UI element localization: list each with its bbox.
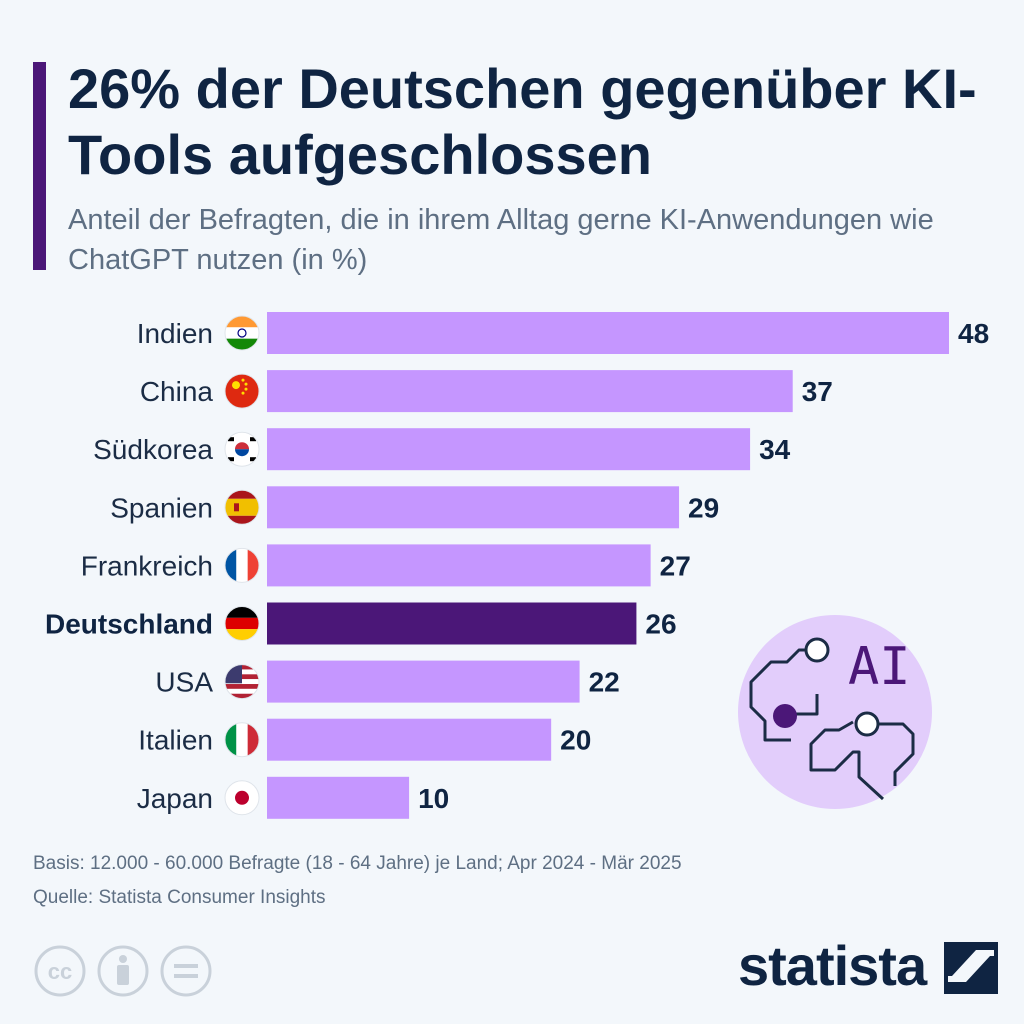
title-accent-bar	[33, 62, 46, 270]
category-label: Frankreich	[81, 550, 213, 581]
bar-frankreich	[267, 544, 651, 587]
category-label: Deutschland	[45, 609, 213, 640]
chart-subtitle: Anteil der Befragten, die in ihrem Allta…	[68, 204, 934, 276]
footnote-basis: Basis: 12.000 - 60.000 Befragte (18 - 64…	[33, 853, 682, 874]
category-label: Spanien	[110, 492, 213, 523]
usa-flag-icon	[224, 664, 260, 700]
spain-flag-icon	[224, 489, 260, 525]
france-flag-icon	[224, 547, 260, 583]
value-label: 10	[418, 783, 449, 814]
svg-text:cc: cc	[48, 959, 72, 984]
category-label: Indien	[137, 318, 213, 349]
bar-chart: Indien 48 China 37 Südkorea 34 Spanien 29 Frankr…	[45, 312, 989, 819]
japan-flag-icon	[224, 780, 260, 816]
nd-icon[interactable]	[160, 945, 212, 997]
value-label: 22	[589, 667, 620, 698]
value-label: 26	[645, 609, 676, 640]
category-label: China	[140, 376, 214, 407]
footnote-source: Quelle: Statista Consumer Insights	[33, 887, 326, 908]
bar-japan	[267, 776, 410, 819]
bar-deutschland	[267, 602, 637, 645]
license-icons: cc	[33, 944, 213, 1005]
statista-logo[interactable]: statista	[738, 934, 998, 1000]
bar-südkorea	[267, 428, 751, 471]
bar-indien	[267, 312, 949, 354]
category-label: Südkorea	[93, 434, 213, 465]
bar-china	[267, 370, 793, 413]
china-flag-icon	[224, 373, 260, 409]
ai-circuit-icon: AI	[735, 612, 935, 817]
illustration-text: AI	[848, 637, 911, 697]
bar-usa	[267, 660, 580, 703]
cc-icon[interactable]: cc	[34, 945, 86, 997]
value-label: 27	[660, 550, 691, 581]
category-label: Japan	[137, 783, 213, 814]
statista-mark-icon	[944, 942, 998, 994]
chart-title: 26% der Deutschen gegenüber KI-Tools auf…	[68, 57, 977, 186]
by-icon[interactable]	[97, 945, 149, 997]
value-label: 48	[958, 318, 989, 349]
italy-flag-icon	[224, 722, 260, 758]
value-label: 37	[802, 376, 833, 407]
category-label: Italien	[138, 725, 213, 756]
statista-wordmark: statista	[738, 934, 927, 997]
india-flag-icon	[224, 315, 260, 351]
bar-spanien	[267, 486, 680, 529]
south-korea-flag-icon	[224, 431, 260, 467]
value-label: 20	[560, 725, 591, 756]
value-label: 29	[688, 492, 719, 523]
category-label: USA	[155, 667, 213, 698]
germany-flag-icon	[224, 606, 260, 641]
bar-italien	[267, 718, 552, 761]
value-label: 34	[759, 434, 791, 465]
